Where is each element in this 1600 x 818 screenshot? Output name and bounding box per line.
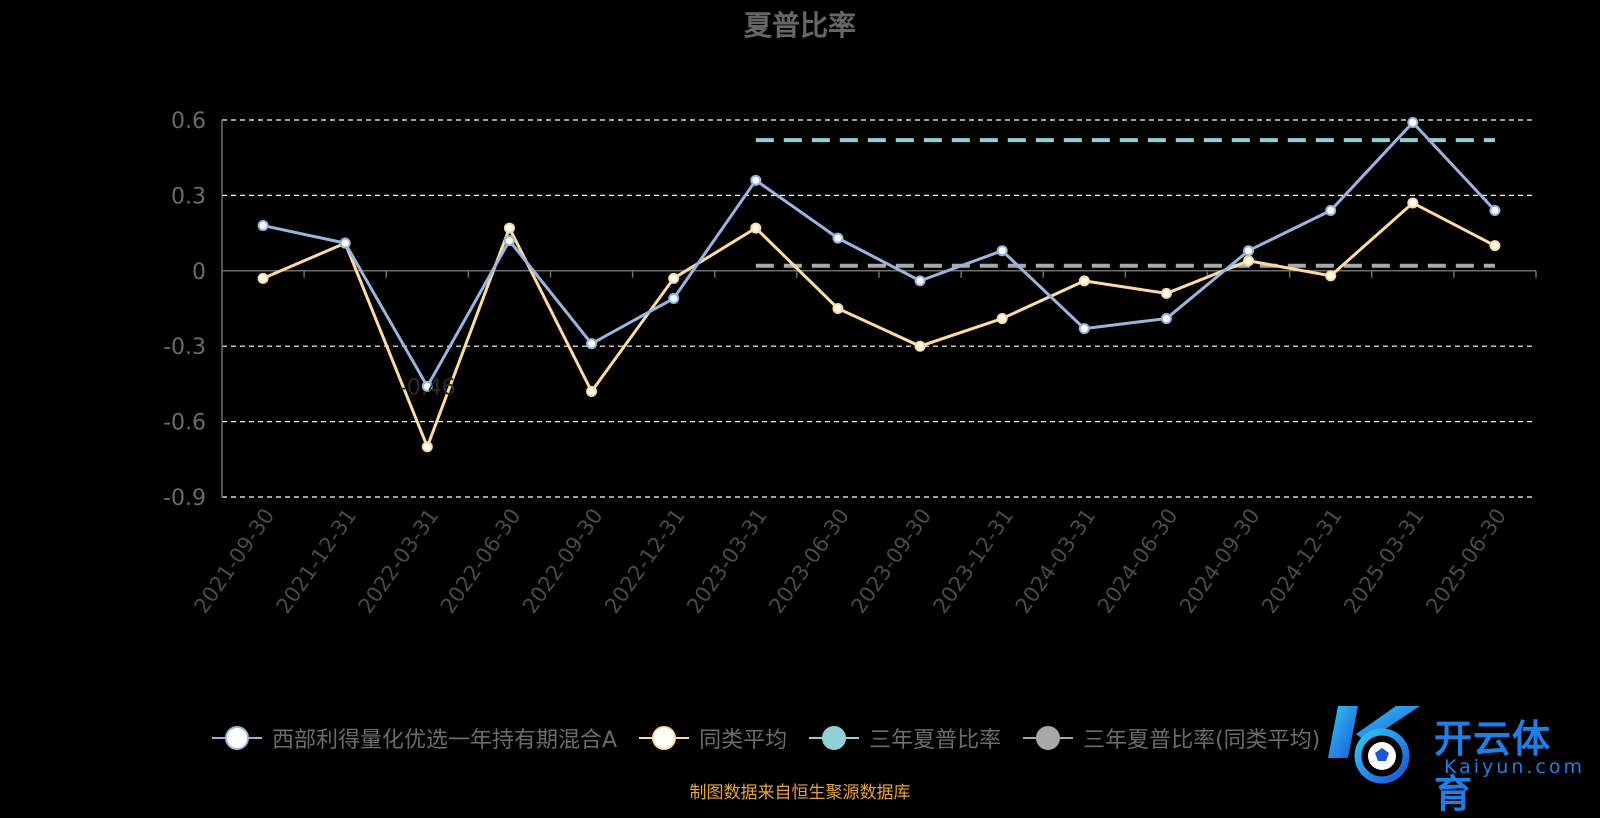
data-point <box>668 292 680 304</box>
x-tick-label: 2022-06-30 <box>436 504 526 618</box>
x-tick-label: 2023-12-31 <box>929 504 1019 618</box>
data-point <box>996 245 1008 257</box>
data-source-note: 制图数据来自恒生聚源数据库 <box>689 783 911 803</box>
data-point <box>668 272 680 284</box>
sharpe-ratio-chart: 0.60.30-0.3-0.6-0.92021-09-302021-12-312… <box>163 109 1537 618</box>
data-point <box>914 275 926 287</box>
x-tick-label: 2025-03-31 <box>1339 504 1429 618</box>
x-tick-label: 2024-06-30 <box>1093 504 1183 618</box>
kaiyun-logo-icon <box>1328 706 1420 784</box>
data-point <box>1325 204 1337 216</box>
y-tick-label: 0.6 <box>171 109 206 134</box>
legend-marker-icon <box>639 725 690 751</box>
x-tick-label: 2023-09-30 <box>846 504 936 618</box>
data-point <box>750 222 762 234</box>
x-tick-label: 2023-03-31 <box>682 504 772 618</box>
data-point <box>1160 313 1172 325</box>
legend-item-category-average[interactable]: 同类平均 <box>639 722 787 754</box>
data-point <box>503 235 515 247</box>
data-point <box>832 303 844 314</box>
series-line <box>262 121 1497 388</box>
x-tick-label: 2024-12-31 <box>1257 504 1347 618</box>
y-tick-label: 0.3 <box>171 184 206 209</box>
legend-marker-icon <box>212 725 262 751</box>
legend-item-fund[interactable]: 西部利得量化优选一年持有期混合A <box>212 722 617 754</box>
legend-label: 西部利得量化优选一年持有期混合A <box>272 728 618 753</box>
legend-label: 三年夏普比率 <box>869 728 1002 753</box>
watermark-cn-text: 开云体育 <box>1434 717 1552 816</box>
data-point <box>257 220 269 232</box>
data-point <box>421 380 433 392</box>
x-tick-label: 2022-12-31 <box>600 504 690 618</box>
min-value-label: -0.46 <box>399 375 456 400</box>
x-tick-label: 2023-06-30 <box>764 504 854 618</box>
data-point <box>1407 197 1419 209</box>
data-point <box>257 272 269 284</box>
watermark-en-text: Kaiyun.com <box>1444 756 1585 778</box>
data-point <box>832 232 844 244</box>
legend-marker-icon <box>1023 725 1074 751</box>
legend-label: 同类平均 <box>699 728 788 753</box>
data-point <box>996 313 1008 325</box>
series-line <box>262 201 1496 449</box>
data-point <box>750 174 762 186</box>
data-point <box>1489 240 1501 252</box>
y-tick-label: -0.9 <box>163 486 206 511</box>
x-tick-label: 2022-09-30 <box>518 504 608 618</box>
y-tick-label: -0.6 <box>163 411 206 436</box>
data-point <box>1243 245 1255 257</box>
chart-legend: 西部利得量化优选一年持有期混合A 同类平均 三年夏普比率 三年夏普比率(同类平均… <box>212 718 1320 758</box>
data-point <box>1325 270 1337 282</box>
legend-item-3y-sharpe[interactable]: 三年夏普比率 <box>809 722 1001 754</box>
x-tick-label: 2021-09-30 <box>189 504 279 618</box>
data-point <box>503 222 515 234</box>
data-point <box>1407 117 1419 129</box>
y-tick-label: 0 <box>192 260 206 285</box>
data-point <box>1160 287 1172 299</box>
y-tick-label: -0.3 <box>163 335 206 360</box>
legend-label: 三年夏普比率(同类平均) <box>1083 728 1321 753</box>
data-point <box>914 340 926 352</box>
x-tick-label: 2024-09-30 <box>1175 504 1265 618</box>
data-point <box>1078 323 1090 335</box>
x-tick-label: 2025-06-30 <box>1421 504 1511 618</box>
x-tick-label: 2024-03-31 <box>1011 504 1101 618</box>
chart-title: 夏普比率 <box>743 9 856 42</box>
x-tick-label: 2021-12-31 <box>272 504 362 618</box>
data-point <box>421 441 433 453</box>
data-point <box>586 385 598 397</box>
data-point <box>1078 275 1090 287</box>
x-tick-label: 2022-03-31 <box>354 504 444 618</box>
legend-marker-icon <box>809 725 860 751</box>
legend-item-3y-sharpe-average[interactable]: 三年夏普比率(同类平均) <box>1023 722 1320 754</box>
data-point <box>1243 255 1255 267</box>
data-point <box>1489 204 1501 216</box>
data-point <box>586 338 598 350</box>
kaiyun-watermark: 开云体育 Kaiyun.com <box>1316 700 1586 816</box>
data-point <box>339 237 351 249</box>
